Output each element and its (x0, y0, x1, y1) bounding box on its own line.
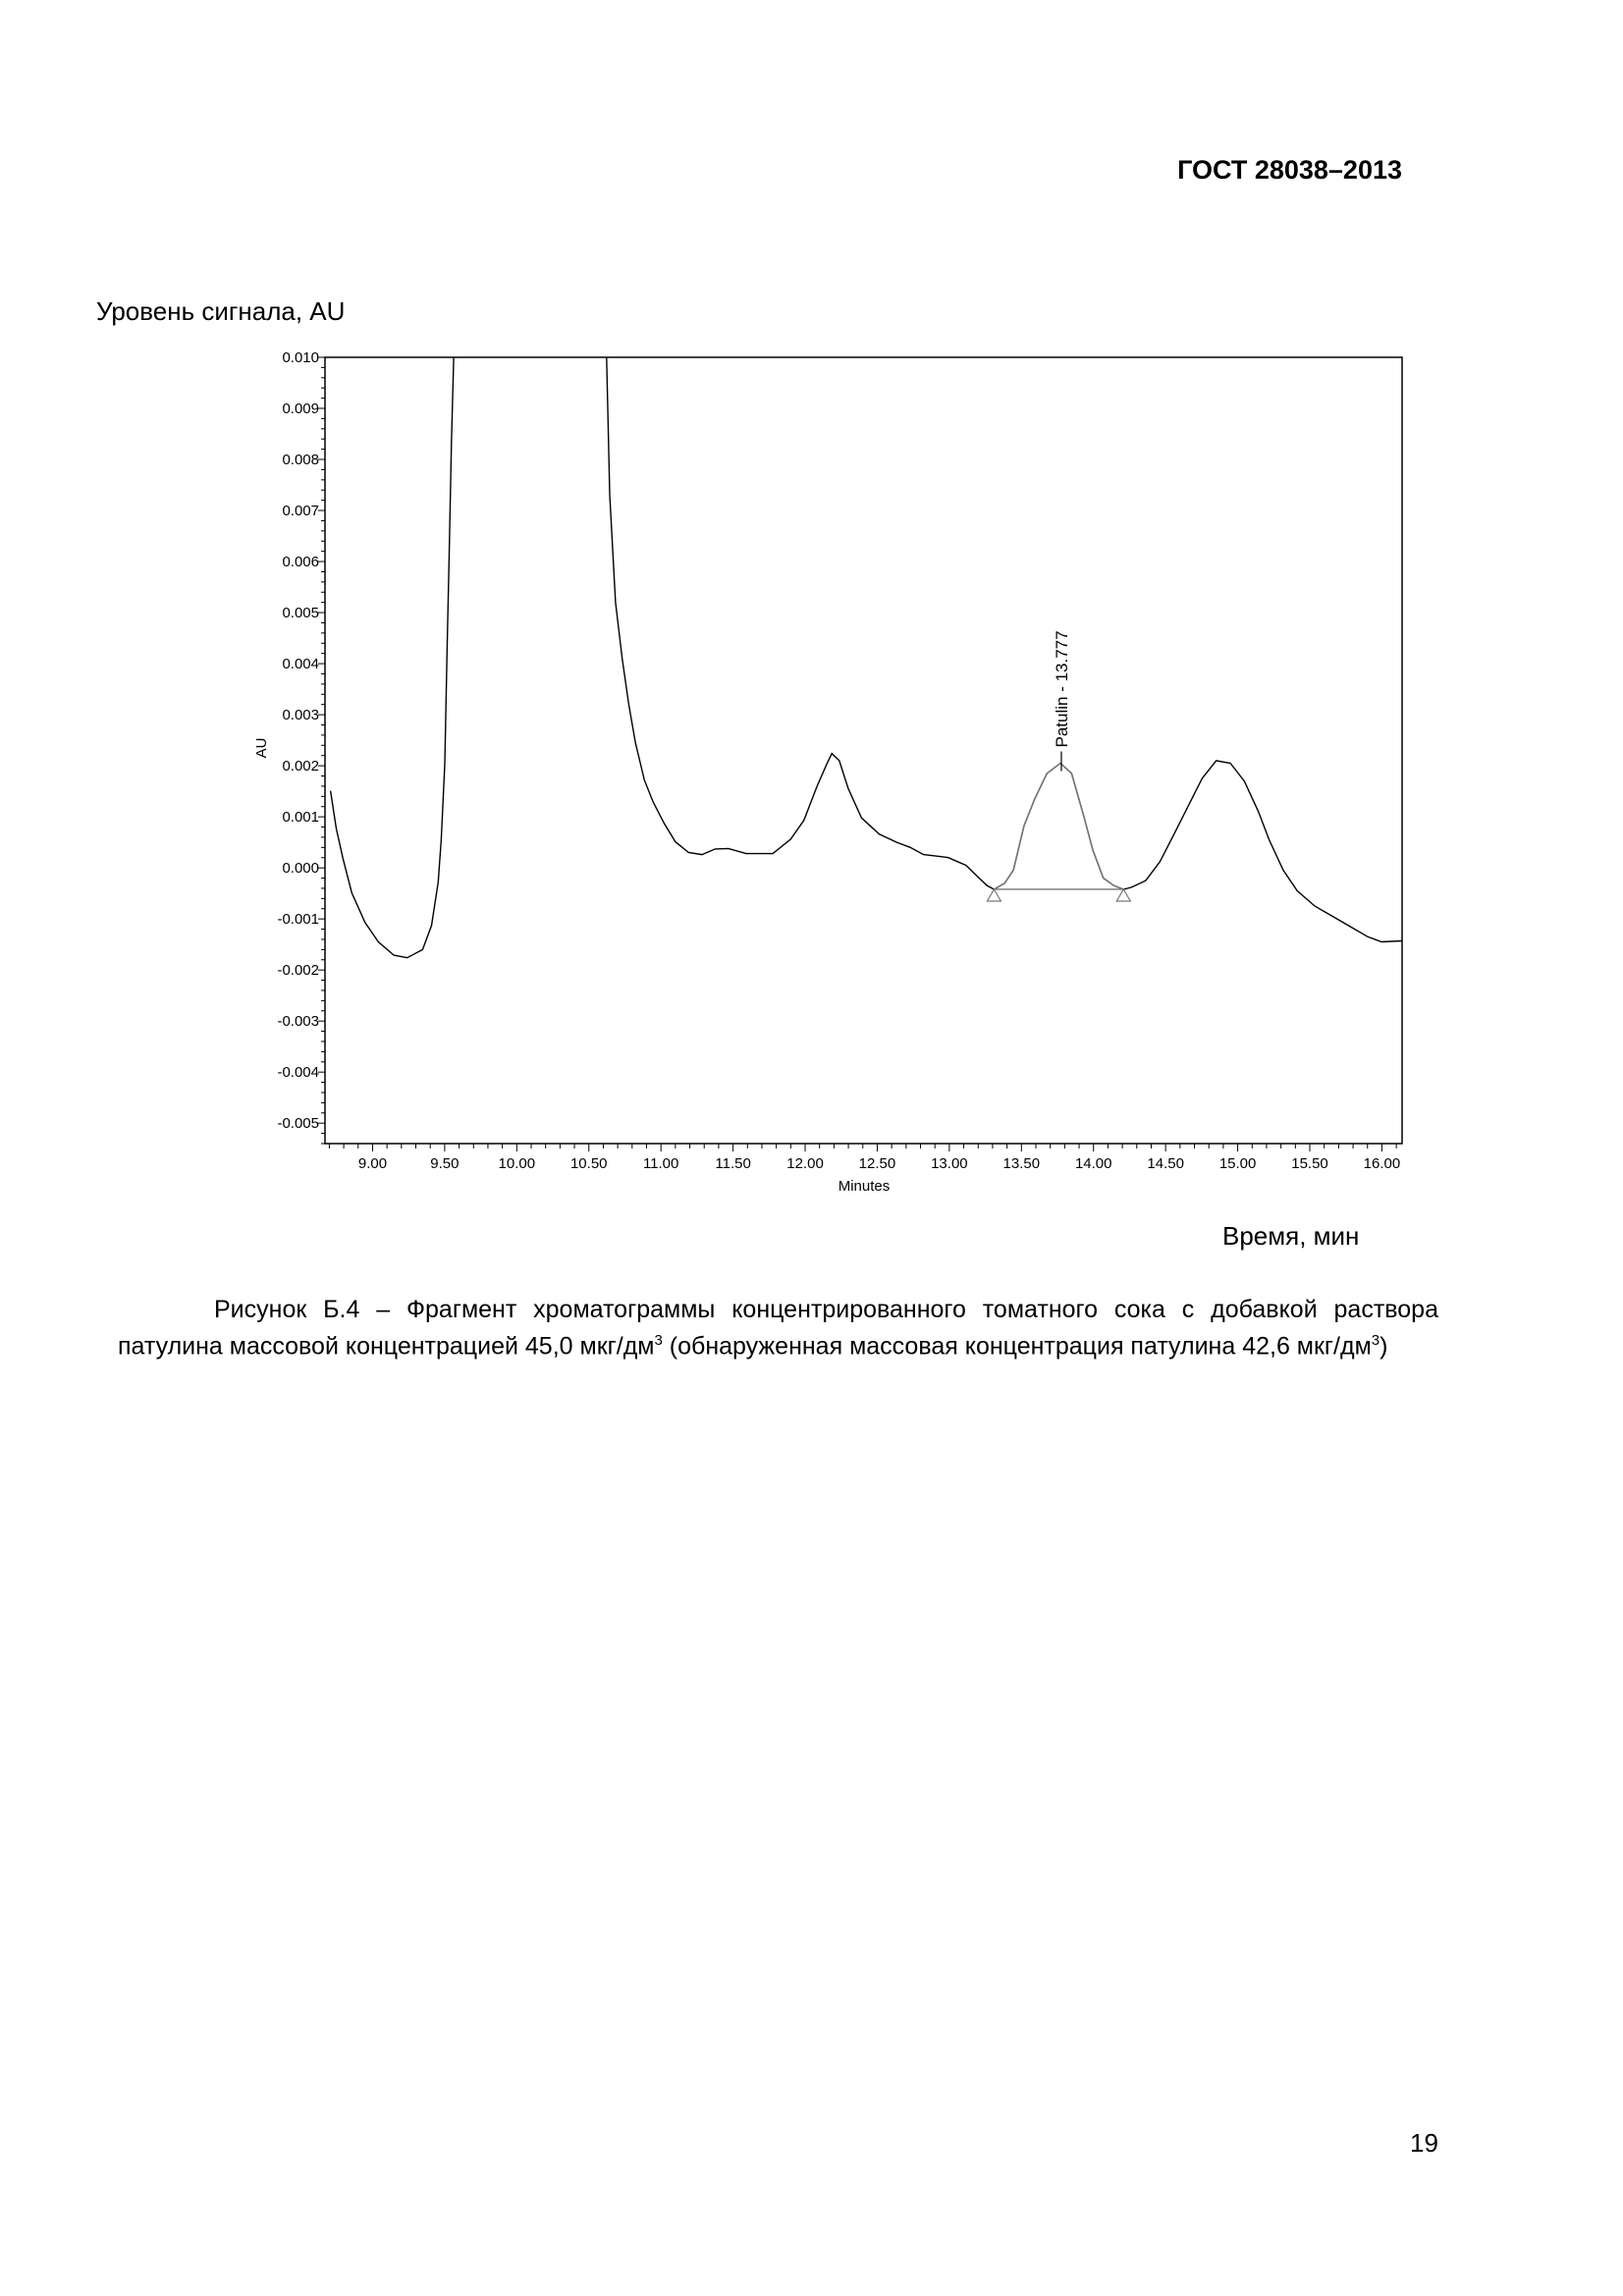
y-tick-label: 0.007 (282, 503, 319, 519)
y-tick-label: -0.003 (277, 1013, 319, 1030)
x-tick-label: 15.50 (1291, 1155, 1328, 1172)
x-tick-label: 12.00 (786, 1155, 824, 1172)
y-tick-label: 0.005 (282, 605, 319, 621)
y-axis-caption: Уровень сигнала, AU (96, 296, 346, 326)
x-tick-label: 12.50 (859, 1155, 896, 1172)
caption-superscript-1: 3 (654, 1332, 663, 1349)
chromatogram-trace (329, 357, 1402, 959)
y-tick-label: -0.001 (277, 911, 319, 928)
y-tick-label: 0.010 (282, 349, 319, 366)
x-tick-label: 14.00 (1075, 1155, 1112, 1172)
y-tick-label: 0.008 (282, 452, 319, 468)
y-tick-label: 0.003 (282, 707, 319, 723)
x-tick-label: 10.00 (499, 1155, 536, 1172)
x-axis-caption: Время, мин (1222, 1221, 1360, 1251)
x-tick-label: 14.50 (1147, 1155, 1184, 1172)
figure-caption: Рисунок Б.4 – Фрагмент хроматограммы кон… (118, 1294, 1438, 1362)
y-tick-label: 0.006 (282, 554, 319, 570)
y-tick-label: 0.002 (282, 758, 319, 774)
x-tick-label: 13.50 (1003, 1155, 1041, 1172)
y-tick-label: 0.004 (282, 656, 319, 672)
y-axis-label: AU (253, 738, 270, 759)
y-tick-label: -0.004 (277, 1064, 319, 1081)
caption-text-2: (обнаруженная массовая концентрация пату… (662, 1332, 1372, 1361)
document-standard-number: ГОСТ 28038–2013 (1177, 155, 1402, 185)
peak-start-marker (986, 887, 1002, 902)
y-tick-label: -0.002 (277, 962, 319, 979)
x-tick-label: 9.00 (358, 1155, 387, 1172)
x-tick-label: 9.50 (430, 1155, 459, 1172)
y-axis-ticks: 0.010 0.009 0.008 0.007 0.006 0.005 0.004 0.003… (277, 349, 325, 1145)
x-tick-label: 16.00 (1364, 1155, 1401, 1172)
y-tick-label: 0.001 (282, 809, 319, 826)
chromatogram-chart: 0.010 0.009 0.008 0.007 0.006 0.005 0.004 0.003… (253, 349, 1403, 1195)
y-tick-label: 0.009 (282, 400, 319, 417)
x-tick-label: 13.00 (931, 1155, 968, 1172)
peak-end-marker (1115, 887, 1132, 902)
x-tick-label: 11.50 (715, 1155, 750, 1172)
patulin-peak-label: Patulin - 13.777 (1053, 630, 1071, 747)
patulin-peak-trace (994, 762, 1124, 890)
x-tick-label: 15.00 (1219, 1155, 1257, 1172)
caption-superscript-2: 3 (1371, 1332, 1380, 1349)
caption-end: ) (1380, 1332, 1388, 1361)
x-tick-label: 11.00 (643, 1155, 678, 1172)
page-number: 19 (1410, 2128, 1438, 2158)
y-tick-label: 0.000 (282, 860, 319, 877)
plot-frame (324, 356, 1403, 1145)
y-tick-label: -0.005 (277, 1115, 319, 1132)
x-tick-label: 10.50 (570, 1155, 608, 1172)
x-axis-ticks: 9.00 9.50 10.00 10.50 11.00 11.50 12.00 12.50 13… (328, 1144, 1401, 1172)
caption-text-1: Рисунок Б.4 – Фрагмент хроматограммы кон… (118, 1296, 1438, 1361)
x-axis-label: Minutes (839, 1178, 891, 1195)
